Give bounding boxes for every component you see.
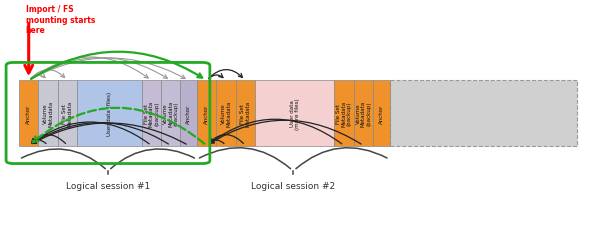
FancyArrowPatch shape (31, 58, 168, 80)
FancyArrowPatch shape (209, 135, 244, 144)
Bar (77, 81, 142, 146)
Bar (373, 81, 389, 146)
FancyArrowPatch shape (33, 108, 205, 144)
FancyArrowPatch shape (31, 59, 185, 80)
Bar (161, 81, 181, 146)
Text: Anchor: Anchor (186, 104, 191, 123)
Bar (181, 81, 197, 146)
FancyArrowPatch shape (209, 74, 223, 79)
FancyArrowPatch shape (32, 123, 169, 144)
Bar (58, 81, 77, 146)
Bar (335, 81, 354, 146)
Bar (38, 81, 58, 146)
FancyArrowPatch shape (208, 70, 242, 79)
Text: Import / FS
mounting starts
here: Import / FS mounting starts here (26, 5, 95, 35)
FancyArrowPatch shape (210, 120, 342, 144)
FancyArrowPatch shape (32, 123, 186, 145)
Text: Volume
Metadata
(backup): Volume Metadata (backup) (163, 101, 179, 127)
Text: Logical session #1: Logical session #1 (66, 181, 150, 190)
Text: Volume
Metadata: Volume Metadata (221, 101, 231, 127)
Bar (354, 81, 373, 146)
FancyArrowPatch shape (210, 121, 361, 144)
Text: Anchor: Anchor (379, 104, 384, 123)
Text: Anchor: Anchor (204, 104, 209, 123)
FancyArrowPatch shape (209, 139, 224, 144)
Bar (197, 81, 217, 146)
FancyArrowPatch shape (31, 74, 45, 79)
FancyArrowPatch shape (31, 58, 148, 79)
Text: Volume
Metadata: Volume Metadata (43, 101, 53, 127)
Text: User data
(more files): User data (more files) (290, 98, 300, 129)
Bar (235, 81, 255, 146)
Text: Volume
Metadata
(backup): Volume Metadata (backup) (356, 101, 371, 127)
Bar (389, 81, 578, 146)
Bar (217, 81, 235, 146)
Text: File Set
Metadata
(backup): File Set Metadata (backup) (143, 101, 159, 127)
Text: File Set
Metadata: File Set Metadata (63, 101, 73, 127)
Text: File Set
Metadata: File Set Metadata (240, 101, 251, 127)
FancyArrowPatch shape (31, 70, 65, 79)
Text: User data (files): User data (files) (107, 91, 112, 136)
FancyArrowPatch shape (32, 135, 65, 144)
FancyArrowPatch shape (32, 122, 149, 144)
FancyArrowPatch shape (31, 52, 202, 80)
Text: Logical session #2: Logical session #2 (251, 181, 335, 190)
Bar (255, 81, 335, 146)
Text: File Set
Metadata
(backup): File Set Metadata (backup) (336, 101, 352, 127)
FancyArrowPatch shape (32, 139, 46, 144)
Bar (142, 81, 161, 146)
Bar (19, 81, 38, 146)
Text: Anchor: Anchor (26, 104, 31, 123)
